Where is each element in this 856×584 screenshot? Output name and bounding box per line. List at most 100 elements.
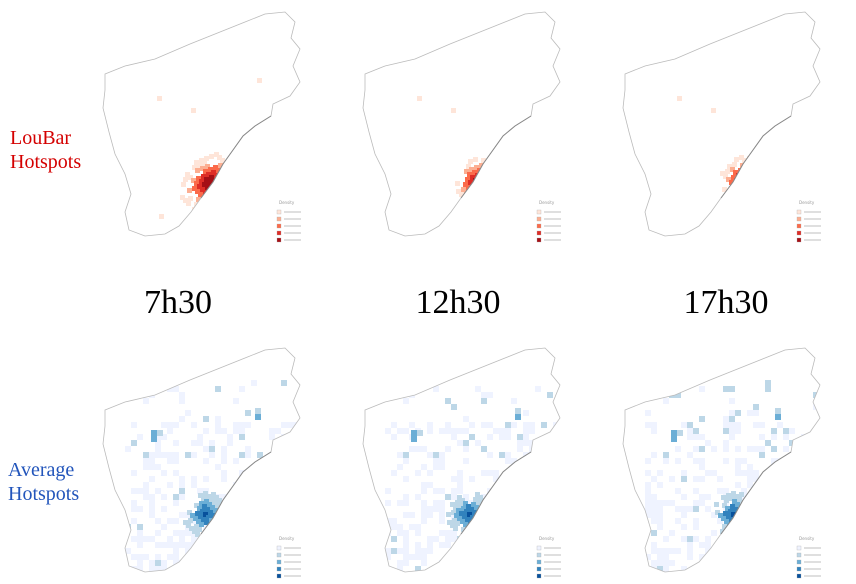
density-cell	[167, 542, 173, 548]
density-cell	[484, 522, 489, 527]
density-cell	[473, 157, 478, 162]
density-cell	[747, 524, 753, 530]
density-cell	[194, 160, 199, 165]
density-cell	[517, 446, 523, 452]
density-cell	[457, 516, 462, 521]
density-cell	[717, 488, 723, 494]
density-cell	[675, 392, 681, 398]
density-cell	[535, 386, 541, 392]
density-cell	[137, 434, 143, 440]
density-cell	[801, 524, 807, 530]
density-cell	[469, 167, 474, 172]
density-cell	[263, 524, 269, 530]
density-cell	[213, 508, 218, 513]
density-cell	[215, 530, 221, 536]
density-cell	[722, 524, 727, 529]
density-cell	[747, 177, 752, 182]
density-cell	[753, 536, 759, 542]
density-cell	[481, 398, 487, 404]
density-cell	[439, 542, 445, 548]
density-cell	[217, 498, 222, 503]
density-cell	[157, 430, 163, 436]
density-cell	[275, 470, 281, 476]
density-cell	[167, 452, 173, 458]
density-cell	[523, 482, 529, 488]
density-cell	[202, 161, 207, 166]
density-cell	[391, 386, 397, 392]
density-cell	[269, 434, 275, 440]
density-cell	[233, 512, 239, 518]
density-cell	[470, 175, 475, 180]
density-cell	[212, 500, 217, 505]
density-cell	[257, 78, 262, 83]
density-cell	[213, 186, 218, 191]
density-cell	[483, 514, 488, 519]
density-cell	[677, 430, 683, 436]
density-cell	[731, 175, 736, 180]
density-cell	[547, 458, 553, 464]
density-cell	[487, 185, 492, 190]
density-cell	[149, 476, 155, 482]
density-cell	[724, 498, 729, 503]
density-cell	[729, 428, 735, 434]
density-cell	[433, 464, 439, 470]
density-cell	[651, 548, 657, 554]
density-cell	[756, 165, 761, 170]
density-cell	[427, 548, 433, 554]
density-cell	[187, 188, 192, 193]
map-loubar-17h30: Density	[615, 4, 835, 244]
density-cell	[752, 512, 757, 517]
density-cell	[651, 428, 657, 434]
density-cell	[191, 440, 197, 446]
density-cell	[813, 548, 819, 554]
density-cell	[421, 518, 427, 524]
density-cell	[765, 512, 771, 518]
row-label-average-line2: Hotspots	[8, 483, 80, 505]
density-cell	[451, 428, 457, 434]
density-cell	[281, 488, 287, 494]
density-cell	[201, 517, 206, 522]
density-cell	[723, 416, 729, 422]
legend-swatch	[276, 559, 282, 565]
density-cell	[207, 502, 212, 507]
density-cell	[529, 422, 535, 428]
density-cell	[741, 536, 747, 542]
density-cell	[481, 524, 487, 530]
density-cell	[753, 530, 759, 536]
density-cell	[499, 524, 505, 530]
density-cell	[403, 428, 409, 434]
density-cell	[190, 513, 195, 518]
density-cell	[747, 514, 752, 519]
density-cell	[475, 566, 481, 572]
density-cell	[385, 548, 391, 554]
density-cell	[751, 504, 756, 509]
density-cell	[433, 500, 439, 506]
density-cell	[391, 518, 397, 524]
density-cell	[137, 566, 143, 572]
density-cell	[397, 530, 403, 536]
density-cell	[687, 554, 693, 560]
density-cell	[749, 172, 754, 177]
density-cell	[730, 167, 735, 172]
density-cell	[487, 536, 493, 542]
density-cell	[227, 536, 233, 542]
density-cell	[451, 530, 457, 536]
density-cell	[735, 560, 741, 566]
density-cell	[645, 410, 651, 416]
density-cell	[195, 189, 200, 194]
density-cell	[475, 492, 480, 497]
density-cell	[711, 470, 717, 476]
density-cell	[187, 510, 192, 515]
density-cell	[221, 512, 227, 518]
density-cell	[202, 504, 207, 509]
density-cell	[463, 446, 469, 452]
density-cell	[726, 493, 731, 498]
density-cell	[729, 434, 735, 440]
density-cell	[687, 452, 693, 458]
density-cell	[771, 428, 777, 434]
density-cell	[458, 503, 463, 508]
density-cell	[470, 196, 475, 201]
map-legend: Density	[796, 200, 821, 243]
density-cell	[455, 500, 460, 505]
density-cell	[217, 197, 222, 202]
